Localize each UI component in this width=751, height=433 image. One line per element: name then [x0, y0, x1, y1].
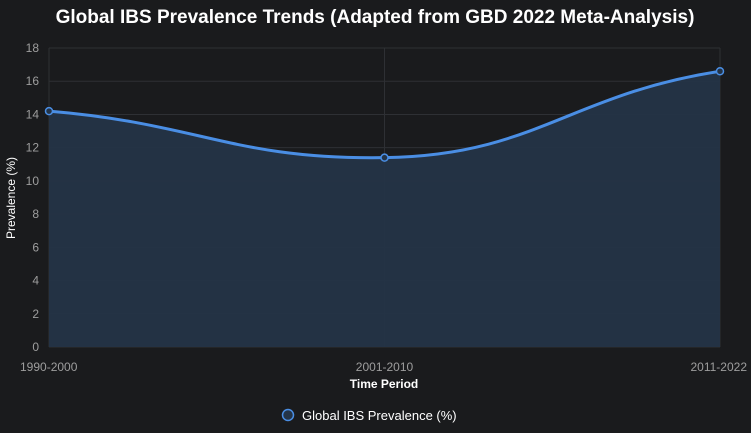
chart-title: Global IBS Prevalence Trends (Adapted fr…: [56, 7, 695, 28]
y-tick-label: 10: [26, 174, 40, 188]
data-point: [44, 106, 54, 116]
y-tick-label: 4: [32, 274, 39, 288]
y-tick-label: 0: [32, 340, 39, 354]
x-tick-label: 2001-2010: [356, 360, 414, 374]
legend-label[interactable]: Global IBS Prevalence (%): [302, 408, 457, 423]
points-layer: [44, 67, 725, 162]
legend[interactable]: Global IBS Prevalence (%): [281, 408, 457, 423]
legend-swatch-icon[interactable]: [281, 408, 295, 422]
data-point: [380, 153, 389, 162]
y-tick-label: 6: [32, 240, 39, 254]
y-tick-label: 16: [26, 74, 40, 88]
x-axis-title: Time Period: [350, 377, 418, 391]
y-tick-label: 18: [26, 41, 40, 55]
y-tick-label: 12: [26, 141, 40, 155]
data-point: [715, 67, 725, 76]
x-tick-label: 1990-2000: [20, 360, 78, 374]
y-axis-title: Prevalence (%): [4, 157, 18, 239]
y-tick-label: 14: [26, 107, 40, 121]
y-axis-ticks: 0 2 4 6 8 10 12 14 16 18: [26, 41, 40, 354]
y-tick-label: 8: [32, 207, 39, 221]
y-tick-label: 2: [32, 307, 39, 321]
x-axis-ticks: 1990-2000 2001-2010 2011-2022: [20, 360, 747, 374]
x-tick-label: 2011-2022: [691, 360, 748, 374]
